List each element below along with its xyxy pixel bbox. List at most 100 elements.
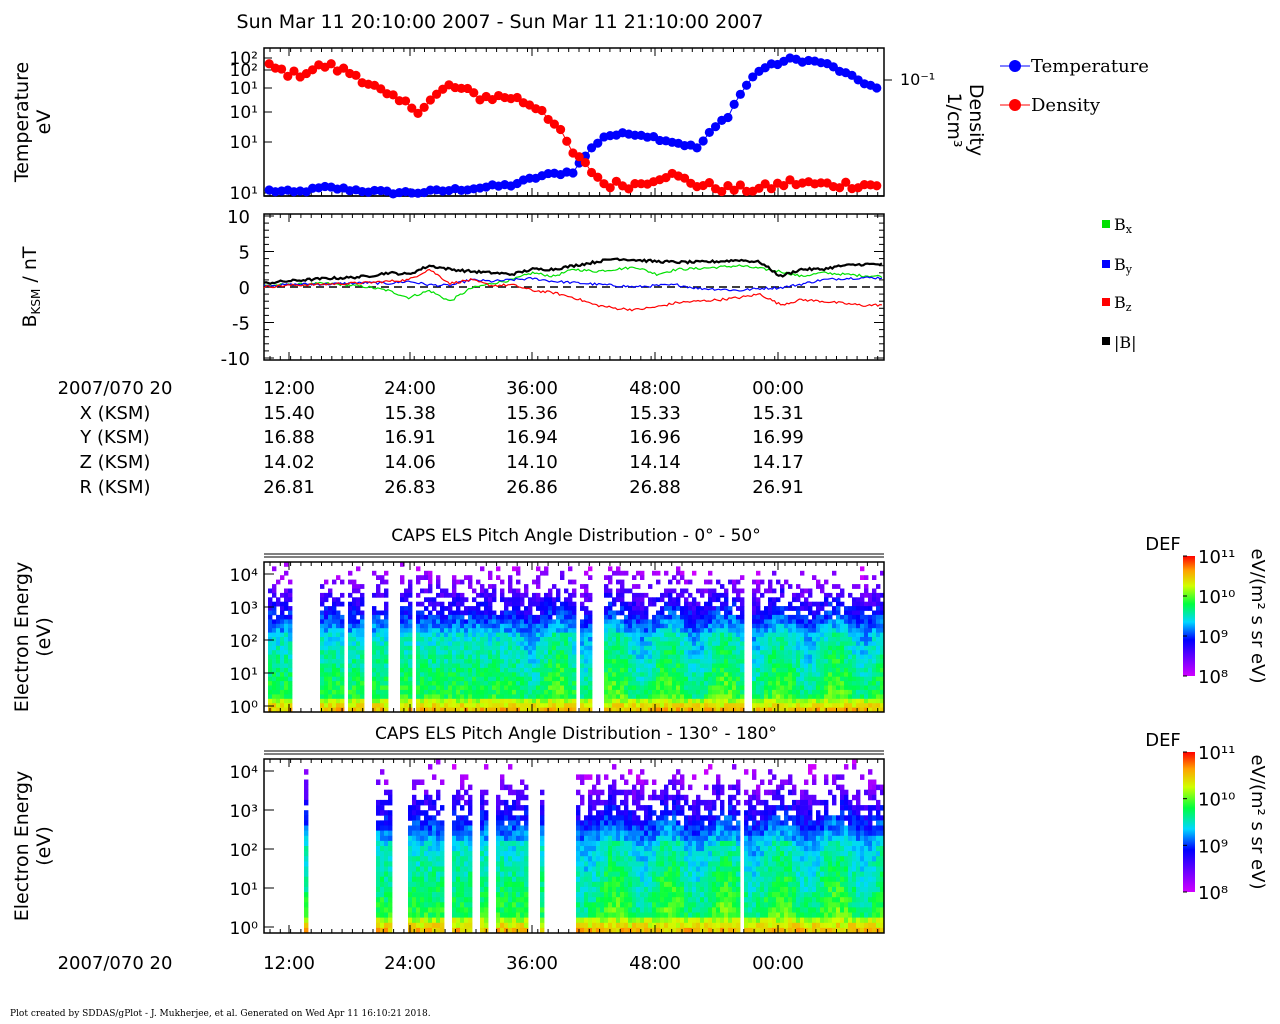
ephemeris-value: 26.81 bbox=[263, 477, 315, 498]
colorbar-tick-label: 10⁹ bbox=[1198, 627, 1228, 648]
density-point bbox=[400, 96, 411, 106]
legend-bx-swatch bbox=[1102, 220, 1110, 228]
colorbar-2: DEF 10¹¹ 10¹⁰ 10⁹ 10⁸ eV/(m² s sr eV) bbox=[1145, 730, 1268, 904]
density-point bbox=[593, 172, 603, 182]
density-point bbox=[779, 180, 789, 191]
ephemeris-row-label: Y (KSM) bbox=[79, 427, 150, 448]
colorbar-label: DEF bbox=[1145, 534, 1181, 555]
temperature-point bbox=[872, 83, 882, 93]
spectrogram-2-axis: 10⁰ 10¹ 10² 10³ 10⁴ bbox=[230, 759, 879, 939]
density-point bbox=[307, 65, 318, 75]
density-point bbox=[351, 70, 361, 80]
colorbar-tick-label: 10¹¹ bbox=[1198, 743, 1235, 764]
ephemeris-value: 14.10 bbox=[506, 452, 558, 473]
bfield-series bbox=[263, 257, 883, 312]
density-point bbox=[574, 152, 584, 162]
colorbar-gradient bbox=[1183, 556, 1195, 676]
bottom-time-tick-label: 48:00 bbox=[629, 953, 681, 974]
legend-by-swatch bbox=[1102, 260, 1110, 268]
legend-babs-label: |B| bbox=[1114, 333, 1137, 352]
bfield-tick-label: 10 bbox=[227, 207, 250, 228]
spectrogram-2-image bbox=[304, 759, 885, 934]
temperature-point bbox=[593, 138, 603, 148]
moments-legend: Temperature Density bbox=[1000, 56, 1149, 116]
density-ylabel-line1: Density bbox=[965, 84, 987, 156]
spectrogram-1-image bbox=[268, 562, 885, 713]
density-point bbox=[431, 89, 442, 99]
ephemeris-table: 2007/070 20 12:00 24:00 36:00 48:00 00:00 X (K… bbox=[58, 378, 804, 498]
temperature-tick-label: 10¹ bbox=[230, 184, 258, 204]
time-tick-label: 36:00 bbox=[506, 378, 558, 399]
ephemeris-value: 15.40 bbox=[263, 403, 315, 424]
ephemeris-value: 15.36 bbox=[506, 403, 558, 424]
time-tick-label: 24:00 bbox=[384, 378, 436, 399]
density-point bbox=[425, 95, 435, 105]
density-point bbox=[413, 108, 423, 118]
spectrogram-1-panel: CAPS ELS Pitch Angle Distribution - 0° -… bbox=[11, 526, 1268, 718]
density-point bbox=[605, 183, 615, 193]
bottom-time-row-label: 2007/070 20 bbox=[58, 953, 173, 974]
series-bx bbox=[263, 264, 883, 302]
ephemeris-value: 16.94 bbox=[506, 427, 558, 448]
ephemeris-row-label: Z (KSM) bbox=[80, 452, 151, 473]
density-point bbox=[549, 119, 559, 129]
series-bz bbox=[263, 268, 882, 312]
density-point bbox=[388, 90, 398, 100]
temperature-point bbox=[568, 168, 578, 178]
legend-temperature-marker bbox=[1009, 60, 1021, 72]
density-point bbox=[735, 180, 745, 190]
energy-tick-label: 10³ bbox=[230, 599, 258, 619]
ephemeris-row-label: X (KSM) bbox=[80, 403, 151, 424]
density-point bbox=[537, 105, 547, 116]
energy-tick-label: 10⁰ bbox=[230, 919, 259, 939]
density-point bbox=[276, 64, 287, 74]
temperature-point bbox=[741, 80, 752, 90]
colorbar-tick-label: 10⁸ bbox=[1198, 667, 1228, 688]
legend-bx-label: Bx bbox=[1114, 215, 1133, 236]
energy-tick-label: 10¹ bbox=[230, 880, 258, 900]
spectrogram-1-ylabel-line1: Electron Energy bbox=[11, 562, 33, 713]
density-point bbox=[580, 157, 590, 168]
temperature-point bbox=[704, 127, 714, 138]
ephemeris-value: 15.38 bbox=[384, 403, 436, 424]
density-ylabel-line2: 1/cm³ bbox=[943, 92, 965, 147]
energy-tick-label: 10² bbox=[230, 841, 258, 861]
ephemeris-value: 15.33 bbox=[629, 403, 681, 424]
moments-series bbox=[264, 53, 882, 199]
density-point bbox=[419, 102, 429, 112]
temperature-point bbox=[692, 143, 702, 153]
colorbar-units: eV/(m² s sr eV) bbox=[1247, 549, 1268, 684]
temperature-tick-label: 10¹ bbox=[230, 103, 258, 123]
bfield-tick-label: 5 bbox=[239, 243, 250, 264]
density-point bbox=[717, 186, 727, 197]
bottom-time-tick-label: 24:00 bbox=[384, 953, 436, 974]
ephemeris-value: 14.06 bbox=[384, 452, 436, 473]
spectrogram-2-frame bbox=[263, 758, 885, 934]
density-point bbox=[679, 173, 690, 183]
density-point bbox=[376, 84, 386, 94]
density-point bbox=[729, 185, 739, 195]
ephemeris-value: 26.83 bbox=[384, 477, 436, 498]
density-point bbox=[555, 124, 566, 135]
colorbar-label: DEF bbox=[1145, 730, 1181, 751]
temperature-tick-label: 10¹ bbox=[230, 133, 258, 153]
density-point bbox=[704, 178, 714, 188]
density-point bbox=[289, 66, 299, 76]
ephemeris-value: 26.91 bbox=[752, 477, 804, 498]
colorbar-tick-label: 10⁸ bbox=[1198, 883, 1228, 904]
colorbar-tick-label: 10⁹ bbox=[1198, 836, 1228, 857]
ephemeris-value: 14.14 bbox=[629, 452, 681, 473]
bfield-ylabel: BKSM / nT bbox=[19, 246, 43, 327]
bottom-time-axis: 2007/070 20 12:00 24:00 36:00 48:00 00:00 bbox=[58, 953, 804, 974]
temperature-point bbox=[729, 99, 739, 109]
legend-temperature-label: Temperature bbox=[1031, 56, 1149, 77]
colorbar-gradient bbox=[1183, 752, 1195, 892]
energy-tick-label: 10⁰ bbox=[230, 698, 259, 718]
ephemeris-value: 26.88 bbox=[629, 477, 681, 498]
density-tick-label: 10⁻¹ bbox=[900, 70, 935, 89]
temperature-tick-label: 10¹ bbox=[230, 79, 258, 99]
series-by bbox=[263, 276, 882, 292]
